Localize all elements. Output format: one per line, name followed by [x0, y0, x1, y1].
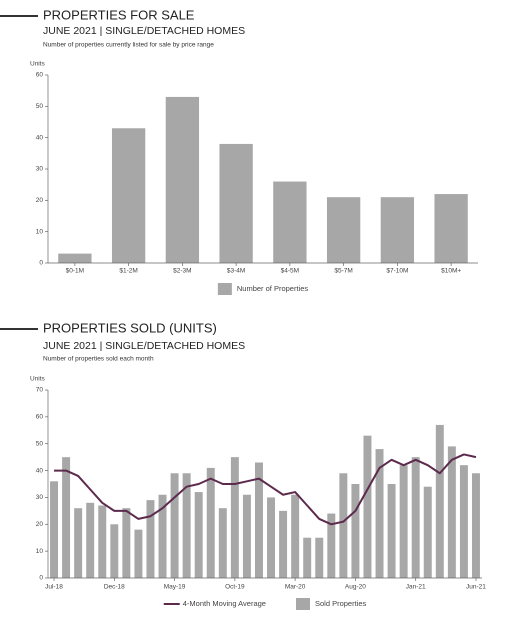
chart-subtitle: JUNE 2021 | SINGLE/DETACHED HOMES	[43, 25, 245, 37]
x-tick-label: $1-2M	[119, 268, 137, 275]
bar	[122, 508, 131, 578]
bar	[86, 502, 95, 578]
bar	[182, 473, 191, 578]
bar	[165, 96, 200, 263]
bar	[363, 435, 372, 578]
y-tick-label: 20	[36, 197, 44, 204]
y-tick-label: 10	[36, 548, 44, 555]
bar	[62, 457, 71, 578]
x-tick-label: $5-7M	[334, 268, 352, 275]
y-axis-label: Units	[30, 376, 46, 383]
bar	[194, 492, 203, 578]
bar	[242, 494, 251, 578]
y-tick-label: 50	[36, 103, 44, 110]
bar	[351, 484, 360, 578]
x-tick-label: $2-3M	[173, 268, 191, 275]
y-tick-label: 50	[36, 440, 44, 447]
legend-label: 4-Month Moving Average	[183, 599, 266, 608]
bar	[110, 524, 119, 578]
x-tick-label: Mar-20	[285, 584, 306, 591]
legend-label: Number of Properties	[237, 284, 309, 293]
bar	[291, 494, 300, 578]
y-tick-label: 30	[36, 494, 44, 501]
x-tick-label: $3-4M	[227, 268, 245, 275]
x-tick-label: Jan-21	[406, 584, 426, 591]
bar	[303, 537, 312, 578]
x-tick-label: May-19	[164, 584, 186, 591]
bar	[380, 197, 415, 263]
x-tick-label: Aug-20	[345, 584, 366, 591]
bar	[206, 467, 215, 578]
y-tick-label: 0	[39, 260, 43, 267]
bar	[375, 449, 384, 578]
bar	[170, 473, 179, 578]
bar	[219, 143, 253, 263]
y-tick-label: 60	[36, 72, 44, 79]
bar	[50, 481, 59, 578]
chart-title: PROPERTIES SOLD (UNITS)	[43, 320, 217, 335]
bar	[326, 197, 361, 263]
legend-swatch	[295, 598, 310, 610]
bar	[279, 510, 288, 578]
bar	[74, 508, 83, 578]
bar	[58, 253, 92, 263]
bar	[459, 465, 468, 578]
bar	[146, 500, 155, 578]
bar	[267, 497, 276, 578]
bar	[399, 465, 408, 578]
bar	[218, 508, 227, 578]
chart-subtitle: JUNE 2021 | SINGLE/DETACHED HOMES	[43, 340, 245, 352]
bar	[254, 462, 263, 578]
bar	[111, 128, 146, 263]
y-tick-label: 60	[36, 414, 44, 421]
bar	[98, 505, 107, 578]
legend-swatch	[217, 283, 232, 295]
bar	[411, 457, 420, 578]
bar	[315, 537, 324, 578]
x-tick-label: Jul-18	[45, 584, 63, 591]
chart-note: Number of properties currently listed fo…	[43, 42, 214, 49]
x-tick-label: $4-5M	[281, 268, 299, 275]
y-tick-label: 20	[36, 521, 44, 528]
x-tick-label: Dec-18	[104, 584, 125, 591]
y-tick-label: 0	[39, 575, 43, 582]
bar	[273, 181, 307, 263]
bar	[434, 194, 468, 263]
x-tick-label: $0-1M	[66, 268, 84, 275]
x-tick-label: $7-10M	[386, 268, 408, 275]
chart-note: Number of properties sold each month	[43, 356, 154, 363]
bar	[471, 473, 480, 578]
bar	[134, 529, 143, 578]
bar	[339, 473, 348, 578]
line	[54, 453, 477, 526]
y-tick-label: 10	[36, 228, 44, 235]
bar	[447, 446, 456, 578]
bar	[158, 494, 167, 578]
bar	[327, 513, 336, 578]
y-tick-label: 40	[36, 134, 44, 141]
y-tick-label: 70	[36, 387, 44, 394]
y-axis-label: Units	[30, 61, 46, 68]
bar	[435, 424, 444, 578]
bar	[230, 457, 239, 578]
y-tick-label: 40	[36, 467, 44, 474]
legend-label: Sold Properties	[315, 599, 367, 608]
bar	[423, 486, 432, 578]
x-tick-label: Oct-19	[225, 584, 245, 591]
chart-title: PROPERTIES FOR SALE	[43, 7, 195, 22]
x-tick-label: Jun-21	[466, 584, 486, 591]
y-tick-label: 30	[36, 166, 44, 173]
x-tick-label: $10M+	[441, 268, 461, 275]
bar	[387, 484, 396, 578]
